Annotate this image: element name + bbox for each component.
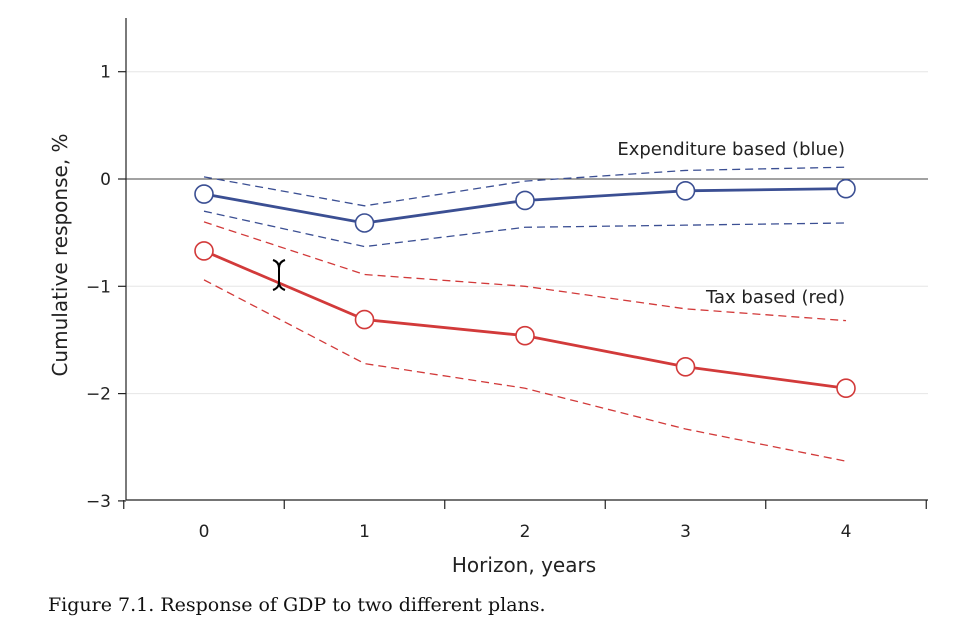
x-tick-label-2: 2 (520, 522, 531, 542)
x-tick-label-0: 0 (199, 522, 210, 542)
y-tick-label-3: −2 (86, 385, 111, 405)
x-tick-label-4: 4 (841, 522, 852, 542)
y-tick-label-1: 0 (100, 170, 111, 190)
label-layer: 1 0 −1 −2 −3 0 1 2 3 4 Horizon, years Cumulative re… (48, 63, 851, 577)
x-tick-label-1: 1 (359, 522, 370, 542)
series-0-point-1 (354, 213, 375, 233)
y-tick-label-4: −3 (86, 492, 111, 512)
series-1-upper-band (203, 221, 847, 322)
y-tick-label-0: 1 (100, 63, 111, 83)
series-1-point-4 (836, 378, 856, 399)
series-1-point-0 (194, 241, 214, 261)
x-tick-label-3: 3 (680, 522, 691, 542)
annotation-expenditure: Expenditure based (blue) (617, 139, 845, 160)
series-0-point-2 (515, 190, 535, 211)
series-0-lower-band (203, 210, 847, 248)
series-0-point-0 (194, 184, 214, 204)
y-axis-title: Cumulative response, % (48, 133, 72, 376)
series-1-line (203, 249, 847, 390)
series-0-point-4 (836, 178, 856, 199)
y-tick-label-2: −1 (86, 277, 111, 297)
series-0-point-3 (675, 181, 696, 201)
x-axis-title: Horizon, years (452, 553, 596, 577)
figure-caption: Figure 7.1. Response of GDP to two diffe… (48, 594, 546, 616)
series-0-upper-band (203, 166, 847, 207)
text-cursor-icon (272, 259, 286, 291)
series-1-lower-band (203, 279, 847, 462)
chart: 1 0 −1 −2 −3 0 1 2 3 4 Horizon, years Cumulative re… (48, 18, 928, 577)
annotation-tax: Tax based (red) (705, 287, 845, 308)
axis-layer (118, 18, 928, 509)
grid-layer (126, 71, 928, 395)
series-1-point-1 (354, 309, 375, 330)
series-1-point-2 (515, 325, 535, 346)
series-layer (194, 166, 856, 462)
series-1-point-3 (675, 356, 696, 377)
